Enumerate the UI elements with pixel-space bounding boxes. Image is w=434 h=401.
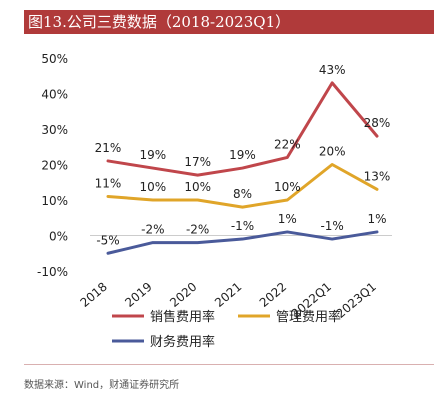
data-label: 20% — [319, 145, 346, 159]
divider — [24, 364, 434, 365]
data-label: -1% — [320, 219, 343, 233]
y-tick-label: 40% — [41, 88, 68, 102]
chart: 50% 40% 30% 20% 10% 0% -10% 2018 2019 2020 2021 202… — [37, 52, 392, 350]
y-tick-label: -10% — [37, 265, 68, 279]
x-tick-label: 2018 — [78, 280, 110, 310]
y-tick-label: 30% — [41, 123, 68, 137]
data-label: 8% — [233, 187, 252, 201]
data-label: 19% — [229, 148, 256, 162]
y-tick-label: 10% — [41, 194, 68, 208]
chart-title: 图13.公司三费数据（2018-2023Q1） — [24, 10, 434, 34]
data-label: 10% — [274, 180, 301, 194]
data-label: -5% — [96, 233, 119, 247]
data-label: 1% — [367, 212, 386, 226]
source-note: 数据来源：Wind，财通证券研究所 — [24, 380, 180, 391]
data-label: 10% — [184, 180, 211, 194]
legend-label: 销售费用率 — [150, 309, 215, 325]
data-label: -2% — [186, 223, 209, 237]
y-tick-label: 50% — [41, 52, 68, 66]
data-label: 21% — [95, 141, 122, 155]
data-label: 10% — [139, 180, 166, 194]
y-tick-label: 0% — [49, 230, 68, 244]
data-label: 22% — [274, 137, 301, 151]
data-label: 19% — [139, 148, 166, 162]
data-label: -2% — [141, 223, 164, 237]
data-label: 11% — [95, 176, 122, 190]
y-tick-label: 20% — [41, 159, 68, 173]
data-label: -1% — [231, 219, 254, 233]
data-label: 1% — [278, 212, 297, 226]
x-tick-label: 2019 — [122, 280, 154, 310]
data-label: 13% — [364, 169, 391, 183]
legend-label: 管理费用率 — [276, 309, 341, 325]
data-label: 17% — [184, 155, 211, 169]
legend-label: 财务费用率 — [150, 334, 215, 350]
data-label: 43% — [319, 63, 346, 77]
x-tick-label: 2022 — [257, 280, 289, 310]
x-tick-label: 2020 — [167, 280, 199, 310]
data-label: 28% — [364, 116, 391, 130]
x-tick-label: 2021 — [212, 280, 244, 310]
